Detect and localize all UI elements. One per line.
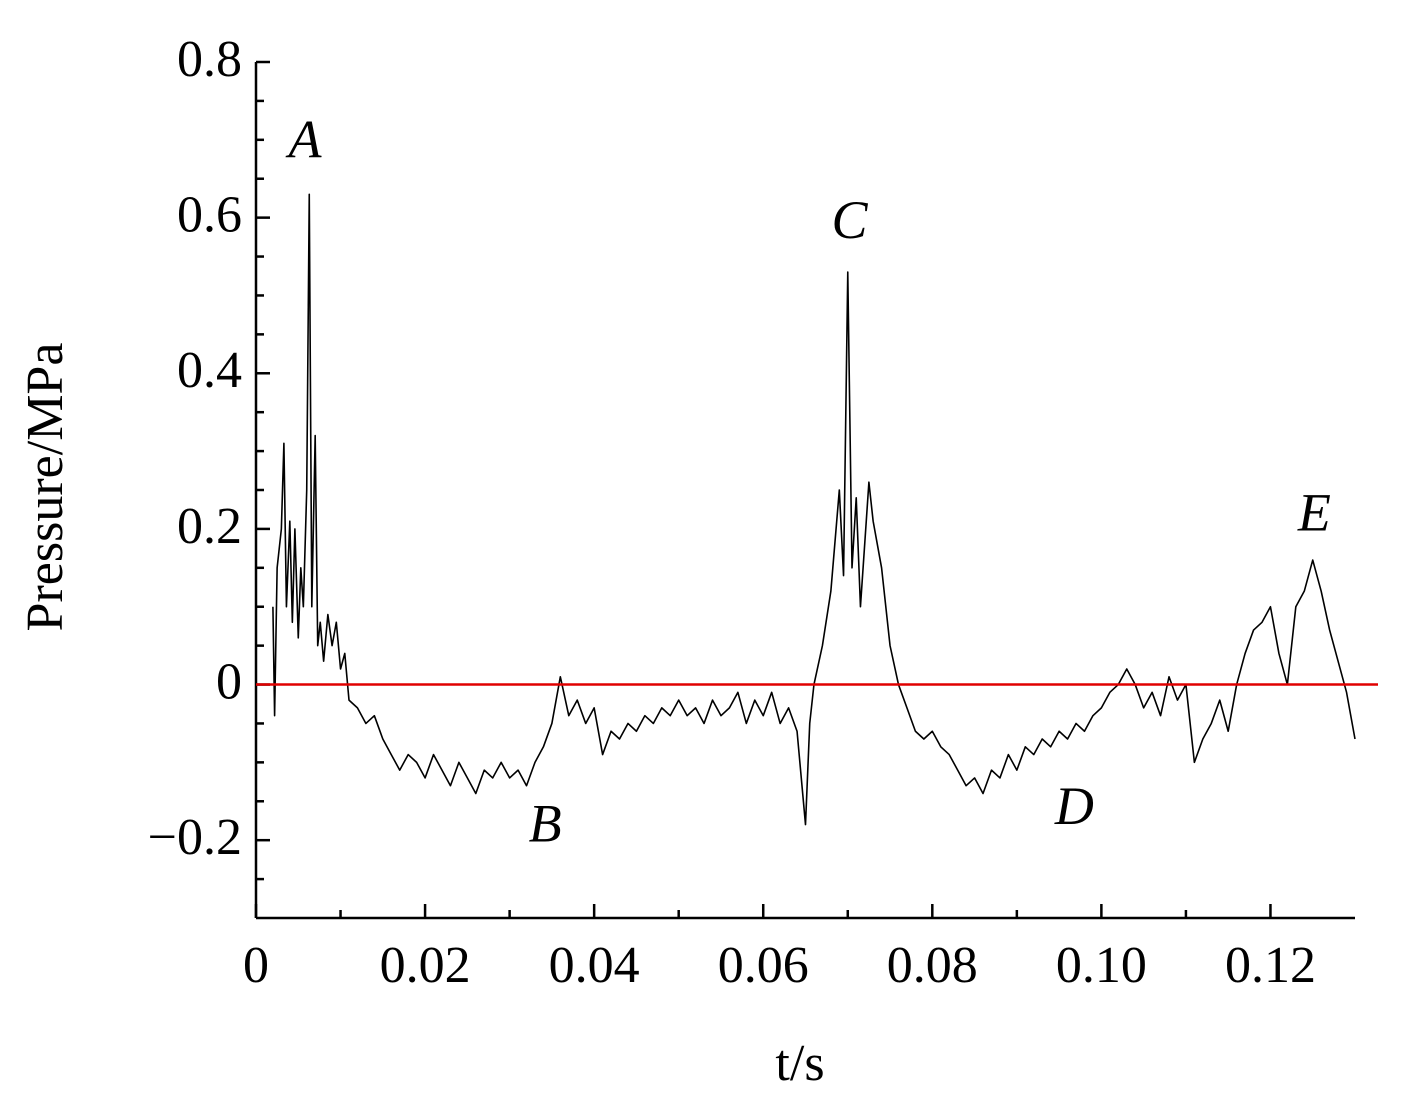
x-tick-label: 0 <box>243 937 269 994</box>
y-tick-label: 0.2 <box>177 498 242 555</box>
annotation: B <box>529 794 562 854</box>
x-tick-label: 0.10 <box>1056 937 1147 994</box>
annotation: C <box>831 190 868 250</box>
x-tick-label: 0.06 <box>718 937 809 994</box>
y-tick-label: 0.6 <box>177 187 242 244</box>
y-tick-label: 0 <box>216 653 242 710</box>
x-tick-label: 0.08 <box>887 937 978 994</box>
x-tick-label: 0.02 <box>380 937 471 994</box>
x-tick-label: 0.12 <box>1225 937 1316 994</box>
y-tick-label: −0.2 <box>148 809 242 866</box>
y-tick-label: 0.4 <box>177 342 242 399</box>
y-axis-label: Pressure/MPa <box>17 343 74 632</box>
annotation: A <box>286 110 323 170</box>
y-tick-label: 0.8 <box>177 31 242 88</box>
x-tick-label: 0.04 <box>549 937 640 994</box>
x-axis-label: t/s <box>775 1035 824 1092</box>
annotation: E <box>1297 482 1331 542</box>
annotation: D <box>1054 776 1094 836</box>
data-line <box>272 193 1356 826</box>
